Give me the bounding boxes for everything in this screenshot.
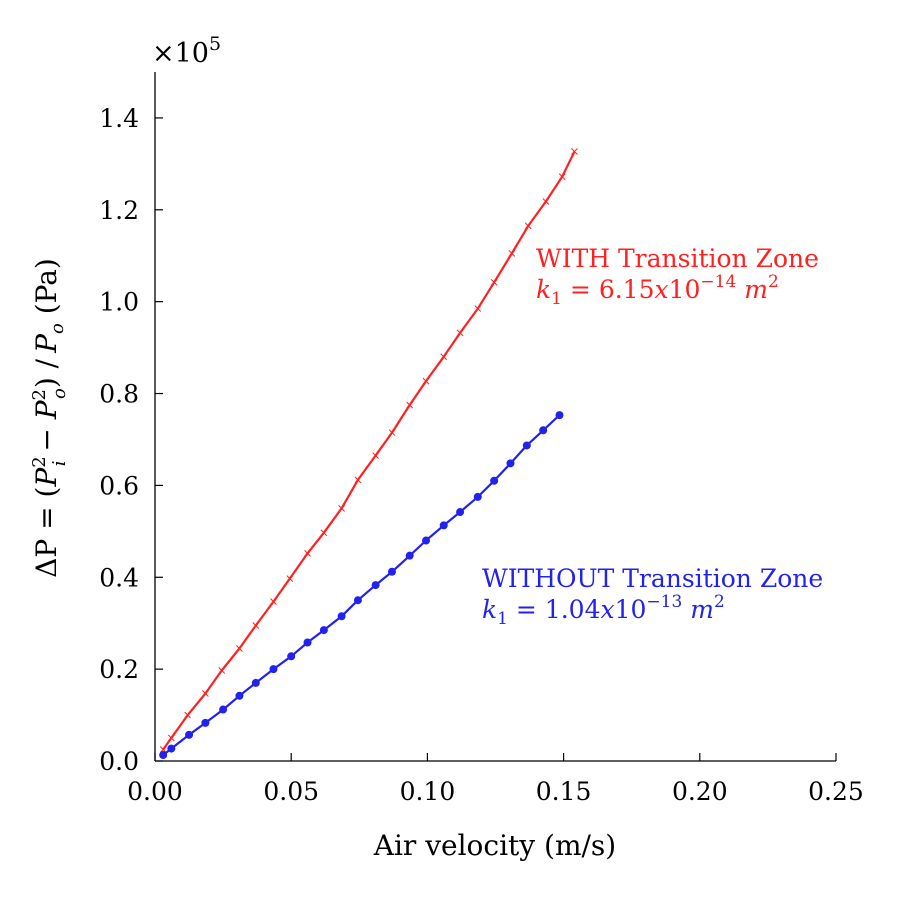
data-point [202, 690, 209, 697]
data-point [490, 476, 499, 485]
data-point [508, 250, 516, 257]
data-point [270, 598, 277, 605]
data-point [422, 377, 430, 385]
annotation-with-transition-zone: WITH Transition Zone k1 = 6.15x10−14 m2 [536, 244, 819, 309]
data-point [304, 550, 311, 557]
data-point [456, 508, 465, 517]
data-point [571, 148, 578, 155]
data-point [236, 645, 243, 652]
data-point [269, 665, 278, 674]
y-axis-title: ΔP = (P2i − P2o) /Po (Pa) [29, 258, 70, 578]
data-point [555, 411, 564, 420]
data-point [287, 652, 296, 661]
data-point [539, 426, 548, 435]
data-point [372, 452, 379, 459]
data-point [405, 551, 414, 560]
x-axis-ticks: 0.00 0.05 0.10 0.15 0.20 0.25 [127, 753, 864, 806]
data-point [251, 678, 260, 687]
data-point [159, 746, 167, 753]
data-point [184, 711, 192, 719]
y-tick-label: 1.4 [99, 104, 139, 133]
data-point [558, 173, 566, 181]
y-tick-label: 0.0 [99, 747, 139, 776]
x-axis-title: Air velocity (m/s) [373, 829, 616, 862]
annotation-without-k1: k1 = 1.04x10−13 m2 [482, 592, 725, 629]
data-point [337, 612, 346, 621]
data-point [371, 581, 380, 590]
data-point [440, 353, 448, 361]
data-point [319, 626, 328, 635]
x-tick-label: 0.20 [672, 777, 728, 806]
data-point [387, 567, 396, 576]
data-point [159, 751, 168, 760]
annotation-without-transition-zone: WITHOUT Transition Zone k1 = 1.04x10−13 … [482, 564, 823, 629]
data-point [320, 529, 328, 537]
data-point [490, 279, 498, 286]
data-point [474, 305, 482, 312]
data-point [252, 622, 260, 629]
data-point [286, 575, 294, 582]
data-point [354, 476, 362, 484]
data-point [506, 459, 515, 468]
y-tick-label: 0.4 [99, 563, 139, 592]
data-point [167, 744, 176, 753]
y-axis-ticks: 0.0 0.2 0.4 0.6 0.8 1.0 1.2 1.4 [99, 104, 163, 776]
data-point [303, 638, 312, 647]
x-tick-label: 0.15 [536, 777, 592, 806]
y-tick-label: 1.2 [99, 196, 139, 225]
data-point [338, 505, 345, 512]
x-tick-label: 0.25 [808, 777, 864, 806]
data-point [353, 596, 362, 605]
data-point [422, 536, 431, 545]
data-point [185, 730, 194, 739]
data-point [439, 521, 448, 530]
y-multiplier-label: ×105 [152, 33, 221, 69]
data-point [388, 429, 396, 436]
y-tick-label: 0.6 [99, 471, 139, 500]
annotation-without-line1: WITHOUT Transition Zone [482, 564, 823, 593]
annotation-with-line1: WITH Transition Zone [536, 244, 819, 273]
data-point [524, 222, 532, 230]
data-point [473, 492, 482, 501]
series-line-0 [162, 151, 576, 751]
data-point [235, 691, 244, 700]
series-layer [159, 148, 578, 760]
y-tick-label: 1.0 [99, 288, 139, 317]
x-tick-label: 0.10 [400, 777, 456, 806]
data-point [219, 705, 228, 714]
data-point [406, 401, 414, 409]
y-tick-label: 0.8 [99, 380, 139, 409]
data-point [201, 718, 210, 727]
data-point [167, 734, 175, 742]
data-point [542, 198, 550, 205]
annotation-with-k1: k1 = 6.15x10−14 m2 [536, 272, 779, 309]
x-tick-label: 0.00 [127, 777, 183, 806]
data-point [218, 667, 226, 674]
x-tick-label: 0.05 [263, 777, 319, 806]
data-point [456, 329, 464, 337]
y-tick-label: 0.2 [99, 655, 139, 684]
data-point [522, 441, 531, 450]
